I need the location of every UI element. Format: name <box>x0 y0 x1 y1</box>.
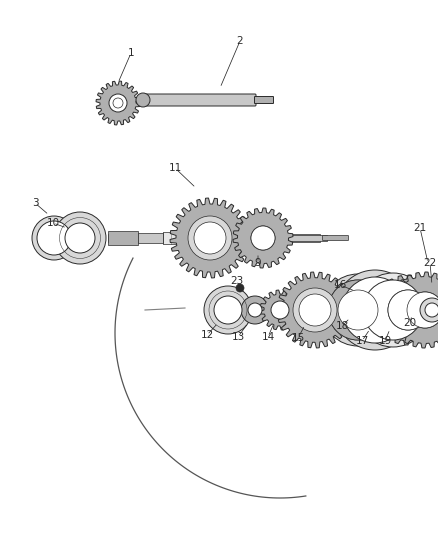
Polygon shape <box>372 275 438 345</box>
Text: 14: 14 <box>261 332 274 342</box>
Circle shape <box>213 296 241 324</box>
Circle shape <box>136 93 150 107</box>
Circle shape <box>406 292 438 328</box>
Text: 18: 18 <box>335 321 348 331</box>
FancyBboxPatch shape <box>345 288 375 296</box>
Bar <box>138 233 162 243</box>
Circle shape <box>54 212 106 264</box>
Polygon shape <box>276 272 352 348</box>
Circle shape <box>355 273 429 347</box>
Circle shape <box>406 292 438 328</box>
Text: 13: 13 <box>231 332 244 342</box>
Circle shape <box>354 294 359 298</box>
Circle shape <box>240 296 268 324</box>
Circle shape <box>194 222 226 254</box>
Circle shape <box>419 298 438 322</box>
Circle shape <box>270 301 288 319</box>
Circle shape <box>37 221 71 255</box>
Circle shape <box>298 294 330 326</box>
Circle shape <box>247 303 261 317</box>
FancyBboxPatch shape <box>144 94 255 106</box>
Circle shape <box>321 274 393 346</box>
Circle shape <box>251 226 274 250</box>
Polygon shape <box>386 272 438 348</box>
Text: 12: 12 <box>200 330 213 340</box>
Circle shape <box>65 223 95 253</box>
Circle shape <box>337 290 377 330</box>
Bar <box>162 232 226 244</box>
Text: 9: 9 <box>254 258 261 268</box>
Circle shape <box>187 216 231 260</box>
Bar <box>226 235 326 241</box>
Circle shape <box>362 280 422 340</box>
Polygon shape <box>233 208 292 268</box>
FancyBboxPatch shape <box>322 236 348 240</box>
Polygon shape <box>170 198 249 278</box>
Circle shape <box>341 277 407 343</box>
Circle shape <box>327 280 387 340</box>
Circle shape <box>32 216 76 260</box>
Text: 22: 22 <box>422 258 436 268</box>
Text: 23: 23 <box>230 276 243 286</box>
Circle shape <box>298 294 330 326</box>
Text: 19: 19 <box>378 336 391 346</box>
Bar <box>108 231 138 245</box>
Text: 1: 1 <box>127 48 134 58</box>
Polygon shape <box>259 290 299 330</box>
Text: 11: 11 <box>168 163 181 173</box>
Circle shape <box>251 226 274 250</box>
FancyBboxPatch shape <box>254 96 273 103</box>
Circle shape <box>327 280 387 340</box>
Circle shape <box>113 98 123 108</box>
Text: 15: 15 <box>291 333 304 343</box>
Circle shape <box>109 94 127 112</box>
Text: 3: 3 <box>32 198 38 208</box>
Text: 10: 10 <box>46 218 60 228</box>
Polygon shape <box>96 81 140 125</box>
Circle shape <box>387 290 427 330</box>
Text: 17: 17 <box>355 336 368 346</box>
Text: 20: 20 <box>403 318 416 328</box>
Text: 21: 21 <box>413 223 426 233</box>
Circle shape <box>387 290 427 330</box>
Circle shape <box>334 270 414 350</box>
Circle shape <box>204 286 251 334</box>
Circle shape <box>292 288 336 332</box>
Circle shape <box>424 303 438 317</box>
Circle shape <box>236 284 244 292</box>
Circle shape <box>194 222 226 254</box>
Text: 16: 16 <box>332 280 346 290</box>
Bar <box>108 234 319 242</box>
Text: 2: 2 <box>236 36 243 46</box>
